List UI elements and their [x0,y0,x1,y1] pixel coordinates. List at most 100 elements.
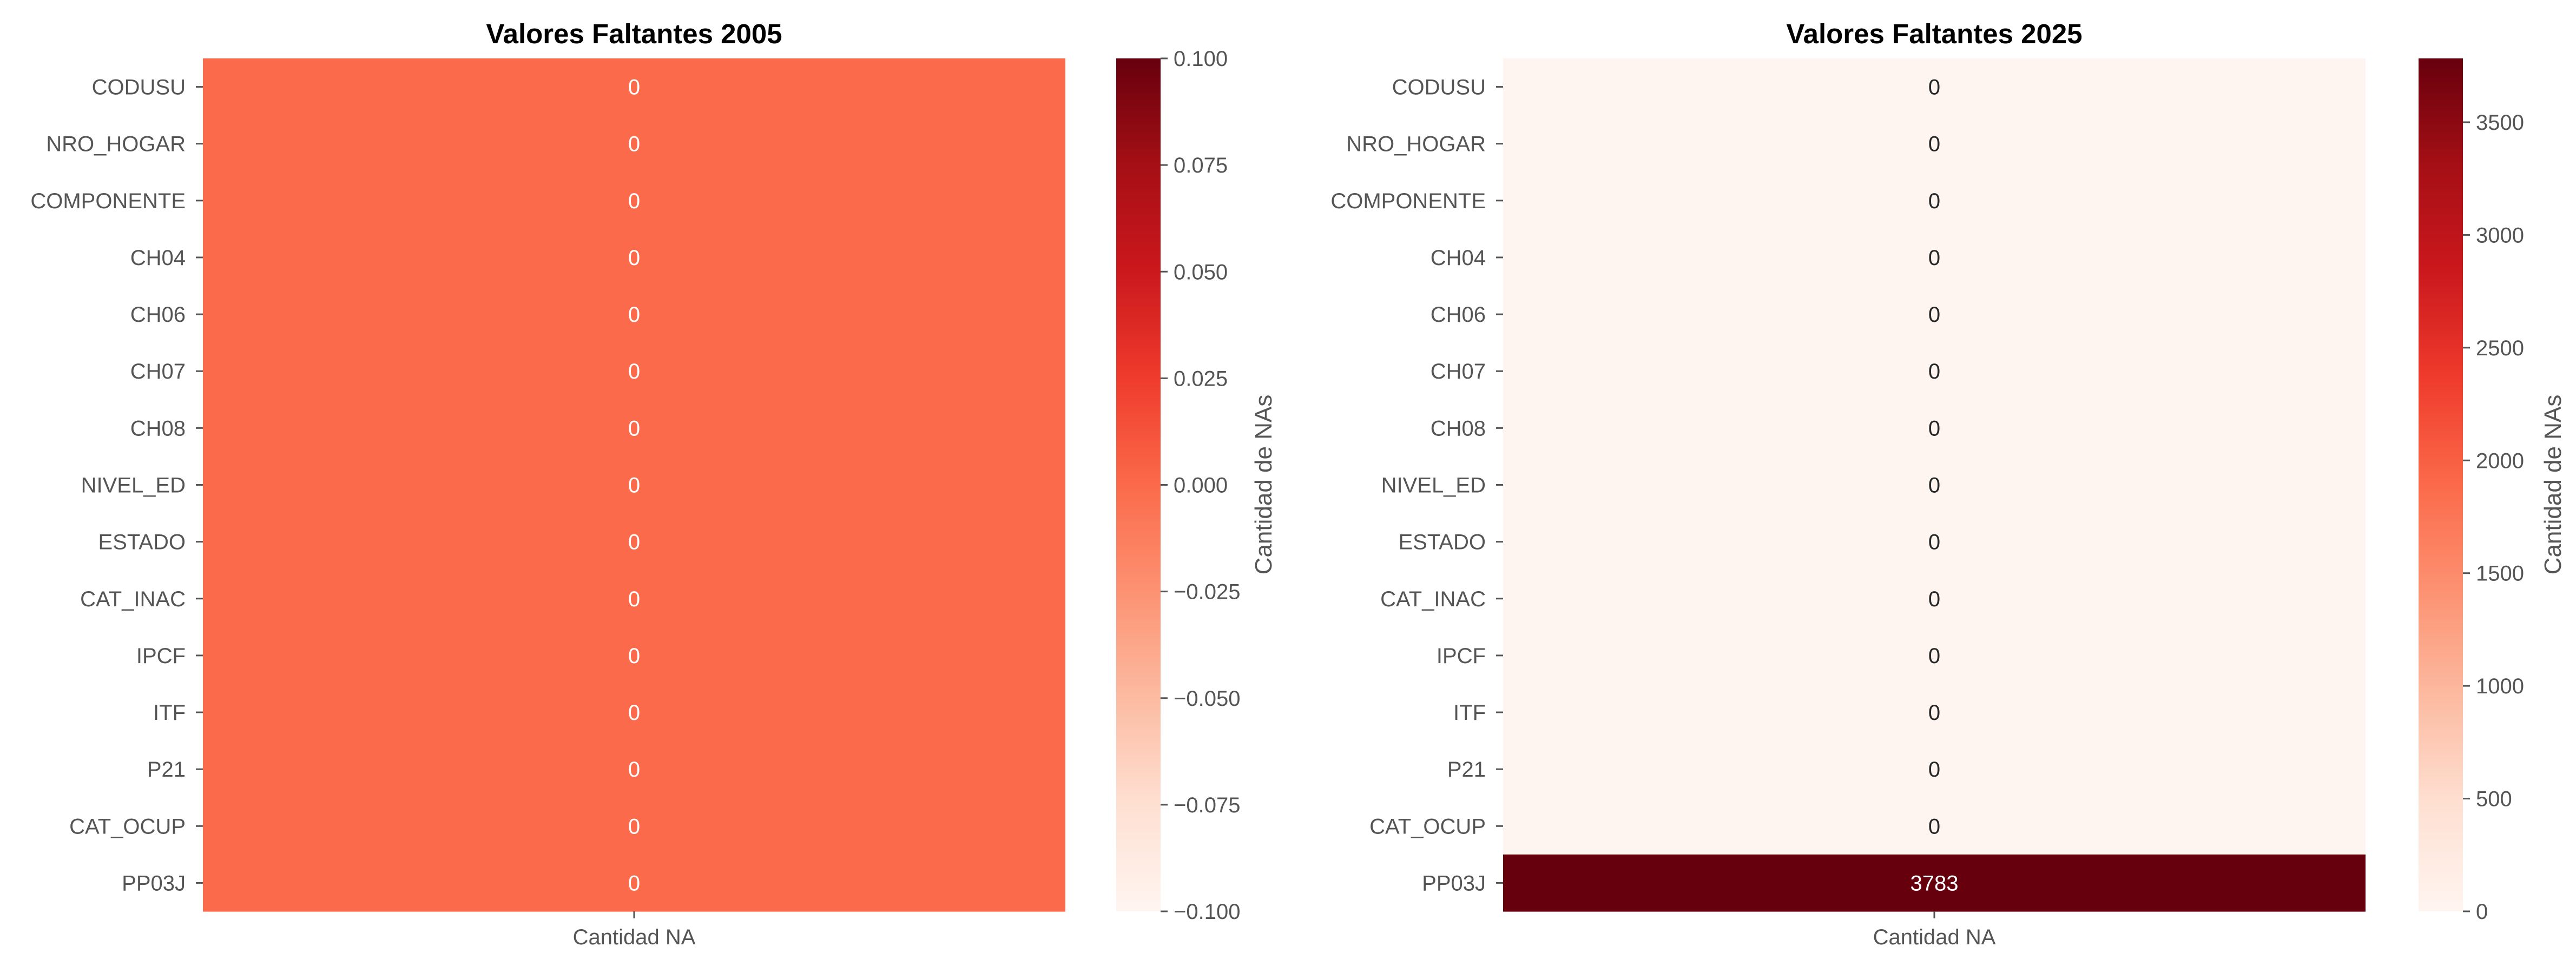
row-label: CODUSU [1392,76,1486,100]
heatmap-cell [1503,797,2366,855]
cell-value-label: 0 [628,871,640,895]
row-label: CODUSU [92,76,186,100]
cell-value-label: 0 [628,758,640,782]
cell-value-label: 3783 [1910,871,1959,895]
colorbar-tick-label: 1000 [2476,674,2524,698]
colorbar-label: Cantidad de NAs [2540,395,2566,575]
heatmap-cell [1503,513,2366,571]
cell-value-label: 0 [1928,644,1940,668]
colorbar-label: Cantidad de NAs [1250,395,1277,575]
colorbar-tick-label: 2500 [2476,336,2524,360]
cell-value-label: 0 [628,189,640,213]
colorbar-tick-label: 0.000 [1174,474,1228,498]
heatmap-cell [203,854,1065,912]
cell-value-label: 0 [628,531,640,554]
cell-value-label: 0 [1928,474,1940,498]
row-label: CH04 [130,246,186,270]
colorbar-tick-label: 500 [2476,787,2512,811]
heatmap-cell [203,797,1065,855]
row-label: IPCF [1437,644,1486,668]
heatmap-cell [1503,286,2366,343]
row-label: CAT_INAC [1380,587,1486,611]
heatmap-cell [203,229,1065,287]
cell-value-label: 0 [1928,76,1940,100]
cell-value-label: 0 [628,587,640,611]
colorbar-ticks: 0.100 0.075 0.050 0.025 0.000 −0.025 −0.050 −0.… [1161,47,1240,924]
colorbar-tick-label: 0.100 [1174,47,1228,71]
cell-value-label: 0 [1928,360,1940,383]
row-label: ESTADO [98,531,186,554]
colorbar-ticks: 3500 3000 2500 2000 1500 1000 500 0 [2463,111,2524,924]
colorbar-tick-label: −0.100 [1174,900,1240,924]
row-label: PP03J [1422,871,1486,895]
x-tick-label: Cantidad NA [1873,925,1996,949]
row-label: COMPONENTE [1330,189,1486,213]
colorbar-tick-label: −0.075 [1174,793,1240,817]
colorbar-tick-label: 3000 [2476,223,2524,247]
colorbar-tick-label: 0.075 [1174,154,1228,177]
chart-title: Valores Faltantes 2005 [486,18,782,49]
cell-value-label: 0 [628,474,640,498]
cell-value-label: 0 [1928,587,1940,611]
heatmap-cell [203,58,1065,116]
heatmap-cell [1503,172,2366,229]
cell-value-label: 0 [628,701,640,725]
heatmap-cells: 0 0 0 0 0 0 0 0 0 0 0 0 0 0 0 [203,58,1065,912]
row-labels: CODUSU NRO_HOGAR COMPONENTE CH04 CH06 CH07 CH0… [1330,76,1503,895]
heatmap-cell [203,684,1065,742]
heatmap-cell [203,740,1065,798]
colorbar-tick-label: 0.025 [1174,367,1228,390]
cell-value-label: 0 [1928,758,1940,782]
heatmap-cell [203,115,1065,173]
row-label: CAT_OCUP [1369,815,1486,838]
cell-value-label: 0 [1928,815,1940,838]
row-label: ESTADO [1398,531,1486,554]
row-label: NIVEL_ED [81,474,186,498]
chart-title: Valores Faltantes 2025 [1786,18,2082,49]
colorbar-tick-label: 3500 [2476,111,2524,135]
row-label: CH06 [130,303,186,327]
colorbar-tick-label: 0 [2476,900,2488,924]
cell-value-label: 0 [628,644,640,668]
heatmap-panel-2025: Valores Faltantes 2025 0 0 0 0 0 0 0 0 0 0 0 0 0 0 378… [1330,18,2566,949]
row-label: CH08 [1431,416,1486,440]
colorbar [1116,58,1161,911]
heatmap-cell [203,513,1065,571]
cell-value-label: 0 [1928,701,1940,725]
cell-value-label: 0 [628,133,640,156]
cell-value-label: 0 [1928,531,1940,554]
row-label: NRO_HOGAR [46,133,186,156]
row-label: CAT_OCUP [69,815,186,838]
cell-value-label: 0 [1928,303,1940,327]
heatmap-cell [203,399,1065,457]
heatmap-cell [203,342,1065,400]
cell-value-label: 0 [628,76,640,100]
row-label: NIVEL_ED [1381,474,1486,498]
cell-value-label: 0 [1928,416,1940,440]
row-label: CH07 [1431,360,1486,383]
row-label: CAT_INAC [80,587,186,611]
row-labels: CODUSU NRO_HOGAR COMPONENTE CH04 CH06 CH07 CH0… [30,76,203,895]
heatmap-cell [203,627,1065,685]
row-label: IPCF [136,644,186,668]
heatmap-cell [1503,627,2366,685]
colorbar [2419,58,2463,911]
row-label: COMPONENTE [30,189,186,213]
cell-value-label: 0 [628,246,640,270]
row-label: CH07 [130,360,186,383]
x-tick-label: Cantidad NA [573,925,696,949]
row-label: P21 [1447,758,1486,782]
cell-value-label: 0 [1928,189,1940,213]
row-label: ITF [1453,701,1486,725]
row-label: P21 [147,758,186,782]
colorbar-tick-label: 1500 [2476,562,2524,586]
row-label: ITF [153,701,186,725]
row-label: NRO_HOGAR [1346,133,1486,156]
row-label: CH08 [130,416,186,440]
heatmap-cell [1503,456,2366,514]
heatmap-cell [1503,342,2366,400]
colorbar-tick-label: 2000 [2476,449,2524,473]
heatmap-cell [1503,115,2366,173]
row-label: CH06 [1431,303,1486,327]
